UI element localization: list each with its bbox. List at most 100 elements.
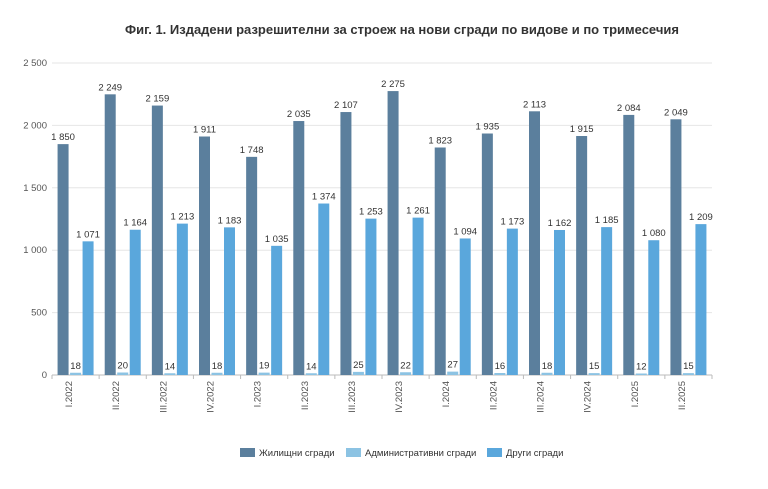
bar <box>447 371 459 375</box>
y-tick-label: 2 000 <box>23 120 47 131</box>
x-tick-label: I.2023 <box>253 381 264 407</box>
x-tick-label: I.2025 <box>630 381 641 407</box>
data-label: 15 <box>589 361 600 372</box>
bar <box>258 372 270 375</box>
y-axis: 0 500 1 000 1 500 2 000 2 500 <box>23 58 47 381</box>
bar <box>57 144 69 375</box>
data-label: 1 850 <box>51 132 75 143</box>
legend-swatch[interactable] <box>487 448 502 457</box>
x-tick-label: III.2024 <box>536 381 547 413</box>
bar <box>199 136 210 375</box>
bar <box>459 238 471 375</box>
data-label: 1 162 <box>548 218 572 229</box>
bar <box>481 133 493 375</box>
data-label: 2 035 <box>287 109 311 120</box>
data-label: 14 <box>165 361 176 372</box>
data-label: 22 <box>400 360 411 371</box>
bar <box>82 241 94 375</box>
y-tick-label: 500 <box>31 308 47 319</box>
data-label: 1 080 <box>642 228 666 239</box>
bar <box>588 373 600 375</box>
x-tick-label: I.2022 <box>64 381 75 407</box>
bar <box>387 91 399 375</box>
bar <box>576 136 588 375</box>
bar <box>129 229 141 375</box>
bar <box>682 373 694 375</box>
y-tick-label: 1 500 <box>23 183 47 194</box>
x-tick-label: IV.2023 <box>394 381 405 413</box>
bar <box>635 373 647 375</box>
bar <box>601 227 613 375</box>
x-tick-label: II.2023 <box>300 381 311 410</box>
bar <box>529 111 540 375</box>
data-label: 14 <box>306 361 317 372</box>
data-label: 1 071 <box>76 229 100 240</box>
bar <box>670 119 682 376</box>
bar <box>340 112 352 376</box>
data-label: 2 107 <box>334 100 358 111</box>
bar <box>104 94 116 375</box>
bar <box>695 224 707 375</box>
bar <box>224 227 235 375</box>
data-label: 19 <box>259 361 270 372</box>
bar <box>305 373 317 375</box>
bars <box>57 91 707 376</box>
legend-label[interactable]: Жилищни сгради <box>259 448 335 459</box>
y-tick-label: 2 500 <box>23 58 47 69</box>
y-tick-label: 1 000 <box>23 245 47 256</box>
legend-label[interactable]: Други сгради <box>506 448 563 459</box>
bar <box>352 371 364 375</box>
data-label: 1 823 <box>428 135 452 146</box>
data-label: 1 748 <box>240 145 264 156</box>
bar <box>70 372 82 375</box>
x-tick-label: II.2025 <box>677 381 688 410</box>
bar <box>412 217 424 375</box>
x-tick-label: III.2023 <box>347 381 358 413</box>
data-label: 1 164 <box>123 218 147 229</box>
bar <box>293 121 305 375</box>
x-axis: I.2022 II.2022 III.2022 IV.2022 I.2023 II.202… <box>51 375 713 413</box>
x-tick-label: IV.2024 <box>583 381 594 413</box>
data-label: 1 183 <box>218 215 242 226</box>
legend[interactable]: Жилищни сгради Административни сгради Друг… <box>240 448 563 459</box>
data-label: 16 <box>495 361 506 372</box>
data-label: 1 209 <box>689 212 713 223</box>
data-label: 1 261 <box>406 206 430 217</box>
bar <box>318 203 330 375</box>
data-label: 1 915 <box>570 124 594 135</box>
data-label: 1 935 <box>475 122 499 133</box>
data-label: 25 <box>353 360 364 371</box>
y-tick-label: 0 <box>42 370 47 381</box>
data-label: 2 084 <box>617 103 641 114</box>
data-label: 1 374 <box>312 192 336 203</box>
data-label: 2 113 <box>523 99 546 110</box>
bar <box>648 240 660 375</box>
bar <box>246 156 258 375</box>
chart-title: Фиг. 1. Издадени разрешителни за строеж … <box>125 22 679 37</box>
data-label: 27 <box>447 360 458 371</box>
bar <box>151 105 163 376</box>
legend-swatch[interactable] <box>240 448 255 457</box>
legend-swatch[interactable] <box>346 448 361 457</box>
data-label: 1 213 <box>170 212 194 223</box>
bar <box>211 372 223 375</box>
bar <box>434 147 446 375</box>
data-label: 1 035 <box>265 234 289 245</box>
data-label: 1 094 <box>453 226 477 237</box>
data-label: 2 249 <box>98 82 122 93</box>
bar <box>400 372 412 375</box>
x-tick-label: IV.2022 <box>206 381 217 413</box>
x-tick-label: II.2024 <box>488 381 499 410</box>
data-label: 18 <box>542 361 553 372</box>
x-tick-label: III.2022 <box>158 381 169 413</box>
data-label: 2 159 <box>145 94 169 105</box>
data-label: 18 <box>212 361 223 372</box>
data-label: 1 911 <box>193 125 216 136</box>
legend-label[interactable]: Административни сгради <box>365 448 476 459</box>
bar <box>506 228 518 375</box>
data-labels: 1 850 18 1 071 2 249 20 1 164 2 159 14 1 213 1 91… <box>51 79 713 372</box>
data-label: 12 <box>636 362 647 373</box>
data-label: 1 173 <box>500 217 524 228</box>
data-label: 20 <box>117 361 128 372</box>
